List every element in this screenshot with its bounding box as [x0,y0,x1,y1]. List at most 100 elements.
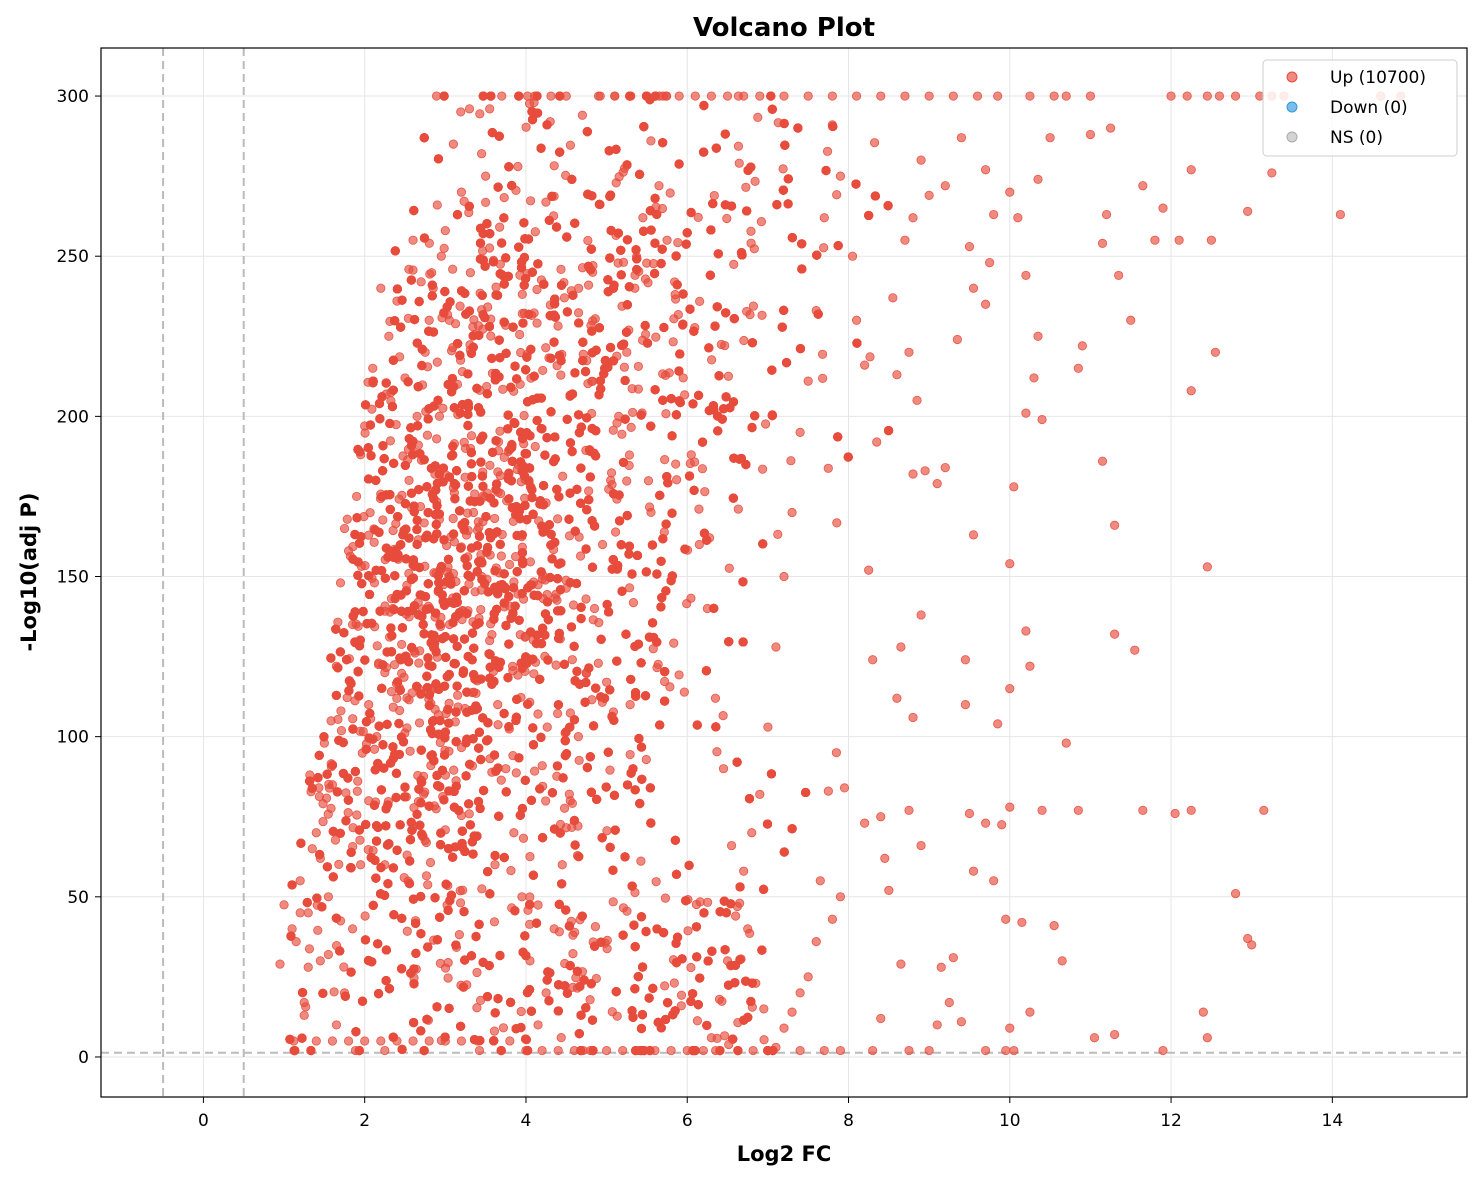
data-point [1260,806,1268,814]
data-point [723,214,731,222]
data-point [953,335,961,343]
data-point [1090,1034,1098,1042]
data-point [353,811,361,819]
data-point [780,92,788,100]
data-point [836,893,844,901]
data-point [1167,92,1175,100]
data-point [373,642,381,650]
data-point [448,265,456,273]
data-point [734,92,742,100]
data-point [747,227,755,235]
data-point [327,717,335,725]
data-point [788,508,796,516]
data-point [472,689,480,697]
data-point [538,1046,546,1054]
data-point [557,371,565,379]
data-point [314,926,322,934]
data-point [490,514,498,522]
data-point [961,700,969,708]
data-point [485,105,493,113]
data-point [1199,1008,1207,1016]
data-point [905,348,913,356]
data-point [735,159,743,167]
data-point [742,183,750,191]
data-point [465,810,473,818]
data-point [552,661,560,669]
data-point [779,165,787,173]
data-point [337,707,345,715]
data-point [684,927,692,935]
data-point [491,860,499,868]
data-point [670,315,678,323]
data-point [1026,662,1034,670]
data-point [554,322,562,330]
data-point [1215,92,1223,100]
data-point [450,766,458,774]
data-point [749,302,757,310]
data-point [397,640,405,648]
data-point [869,1046,877,1054]
data-point [566,141,574,149]
data-point [510,829,518,837]
data-point [325,780,333,788]
data-point [905,806,913,814]
data-point [406,747,414,755]
data-point [526,197,534,205]
data-point [711,694,719,702]
data-point [696,898,704,906]
data-point [553,515,561,523]
data-point [780,572,788,580]
data-point [389,703,397,711]
data-point [538,762,546,770]
data-point [512,769,520,777]
data-point [652,877,660,885]
data-point [584,236,592,244]
data-point [276,960,284,968]
data-point [746,310,754,318]
data-point [366,508,374,516]
data-point [441,226,449,234]
data-point [913,396,921,404]
data-point [280,901,288,909]
data-point [352,492,360,500]
data-point [517,1007,525,1015]
data-point [475,1046,483,1054]
data-point [993,92,1001,100]
data-point [869,656,877,664]
data-point [1207,236,1215,244]
data-point [619,1046,627,1054]
data-point [602,1046,610,1054]
data-point [457,1037,465,1045]
data-point [458,886,466,894]
data-point [674,238,682,246]
data-point [881,854,889,862]
data-point [554,1046,562,1054]
data-point [693,1017,701,1025]
data-point [1062,739,1070,747]
data-point [516,630,524,638]
data-point [720,1032,728,1040]
data-point [1022,271,1030,279]
data-point [336,579,344,587]
data-point [832,191,840,199]
data-point [356,836,364,844]
data-point [981,1046,989,1054]
data-point [832,748,840,756]
data-point [467,431,475,439]
data-point [370,745,378,753]
data-point [925,1046,933,1054]
data-point [653,663,661,671]
data-point [820,1046,828,1054]
data-point [721,341,729,349]
data-point [661,371,669,379]
data-point [885,886,893,894]
data-point [615,173,623,181]
data-point [917,156,925,164]
data-point [675,92,683,100]
data-point [460,438,468,446]
data-point [1203,1034,1211,1042]
data-point [698,465,706,473]
